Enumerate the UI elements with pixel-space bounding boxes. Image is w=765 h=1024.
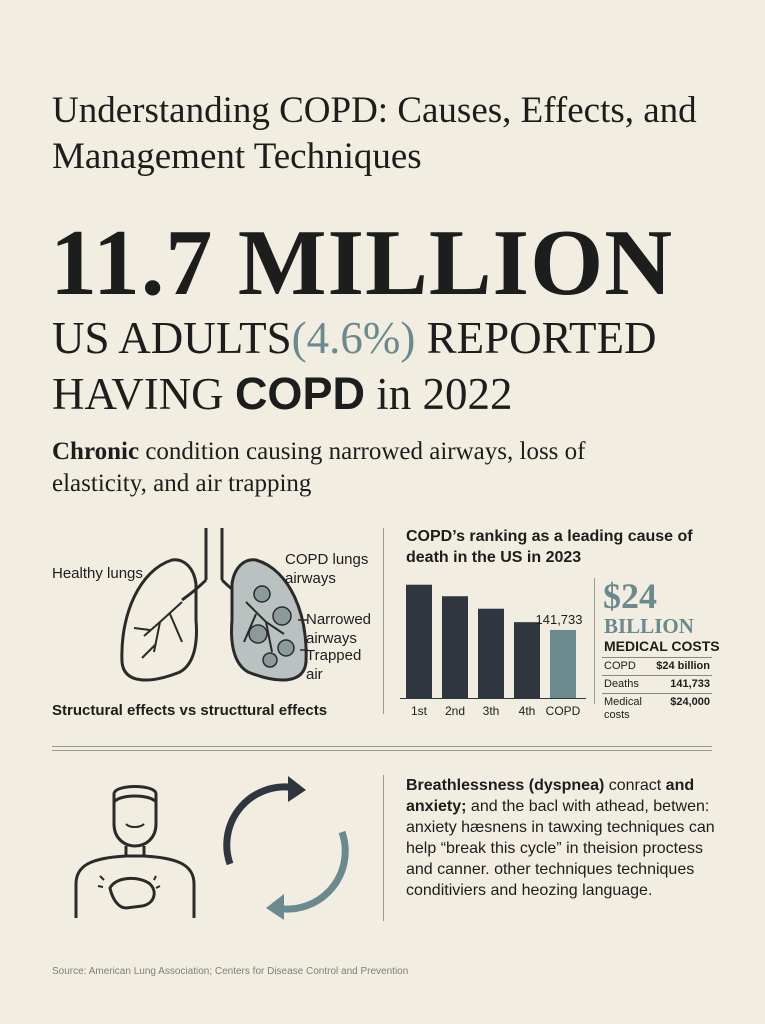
copd-lungs-label: COPD lungs airways — [285, 551, 369, 587]
chart-data-label: 141,733 — [536, 612, 583, 627]
page-title: Understanding COPD: Causes, Effects, and… — [52, 90, 697, 177]
hero-copd: COPD — [234, 368, 365, 419]
hero-line2-b: in 2022 — [364, 369, 513, 419]
chart-bar — [478, 608, 504, 698]
source-note: Source: American Lung Association; Cente… — [52, 966, 409, 977]
cost-row-value: $24,000 — [646, 693, 712, 724]
chart-title: COPD’s ranking as a leading cause of dea… — [406, 528, 693, 566]
hero-percentage: (4.6%) — [291, 313, 416, 363]
hero-line2-a: HAVING — [52, 369, 235, 419]
vertical-divider-bottom — [383, 775, 384, 921]
trapped-air-label: Trapped air — [306, 647, 362, 683]
cost-row-label: COPD — [602, 657, 646, 676]
cycle-text-1: conract — [604, 777, 666, 794]
cost-table: COPD $24 billion Deaths 141,733 Medical co… — [602, 657, 712, 724]
cost-amount: $24 — [603, 576, 657, 616]
cost-row: COPD $24 billion — [602, 657, 712, 676]
lungs-icon — [120, 528, 308, 682]
cycle-arrows-icon — [223, 776, 349, 920]
cost-row-label: Deaths — [602, 675, 646, 694]
vertical-divider-top — [383, 528, 384, 714]
definition-bold: Chronic — [52, 438, 140, 465]
section-divider — [52, 746, 712, 747]
person-chest-pain-icon — [74, 785, 196, 918]
definition-rest: condition causing narrowed airways, loss… — [52, 438, 586, 497]
narrowed-airways-label: Narrowed airways — [306, 611, 372, 647]
chart-tick-label: 2nd — [445, 704, 465, 718]
chart-bar — [406, 584, 432, 698]
cost-row-label: Medical costs — [602, 693, 646, 724]
death-ranking-bar-chart: 1st 2nd 3th 4th COPD 141,733 — [400, 584, 586, 718]
cost-row: Medical costs $24,000 — [602, 693, 712, 724]
chart-tick-label: COPD — [546, 704, 581, 718]
cycle-bold-1: Breathlessness (dyspnea) — [406, 777, 605, 794]
chart-tick-label: 4th — [519, 704, 536, 718]
cycle-bold-2: and anxiety; — [406, 777, 695, 815]
cycle-text-2: and the bacl with athead, betwen: anxiet… — [406, 798, 715, 899]
definition: Chronic condition causing narrowed airwa… — [52, 436, 612, 500]
cost-row-value: 141,733 — [646, 675, 712, 694]
cost-row: Deaths 141,733 — [602, 675, 712, 694]
healthy-lungs-label: Healthy lungs — [52, 565, 143, 582]
cost-unit: BILLION — [604, 614, 694, 638]
chart-divider — [594, 578, 595, 704]
chart-bar — [514, 622, 540, 698]
cost-row-value: $24 billion — [646, 657, 712, 676]
cycle-description: Breathlessness (dyspnea) conract and anx… — [406, 775, 726, 901]
hero-line1-a: US ADULTS — [52, 313, 292, 363]
chart-bar — [442, 596, 468, 698]
section-divider-2 — [52, 750, 712, 751]
hero-line-1: US ADULTS(4.6%) REPORTED — [52, 312, 656, 364]
cost-subtitle: MEDICAL COSTS — [604, 638, 720, 654]
hero-number: 11.7 MILLION — [50, 211, 674, 315]
chart-tick-label: 1st — [411, 704, 428, 718]
chart-tick-label: 3th — [483, 704, 500, 718]
chart-bar — [550, 629, 576, 698]
hero-line1-b: REPORTED — [415, 313, 657, 363]
lungs-caption: Structural effects vs structtural effect… — [52, 702, 328, 719]
hero-line-2: HAVING COPD in 2022 — [52, 368, 512, 420]
